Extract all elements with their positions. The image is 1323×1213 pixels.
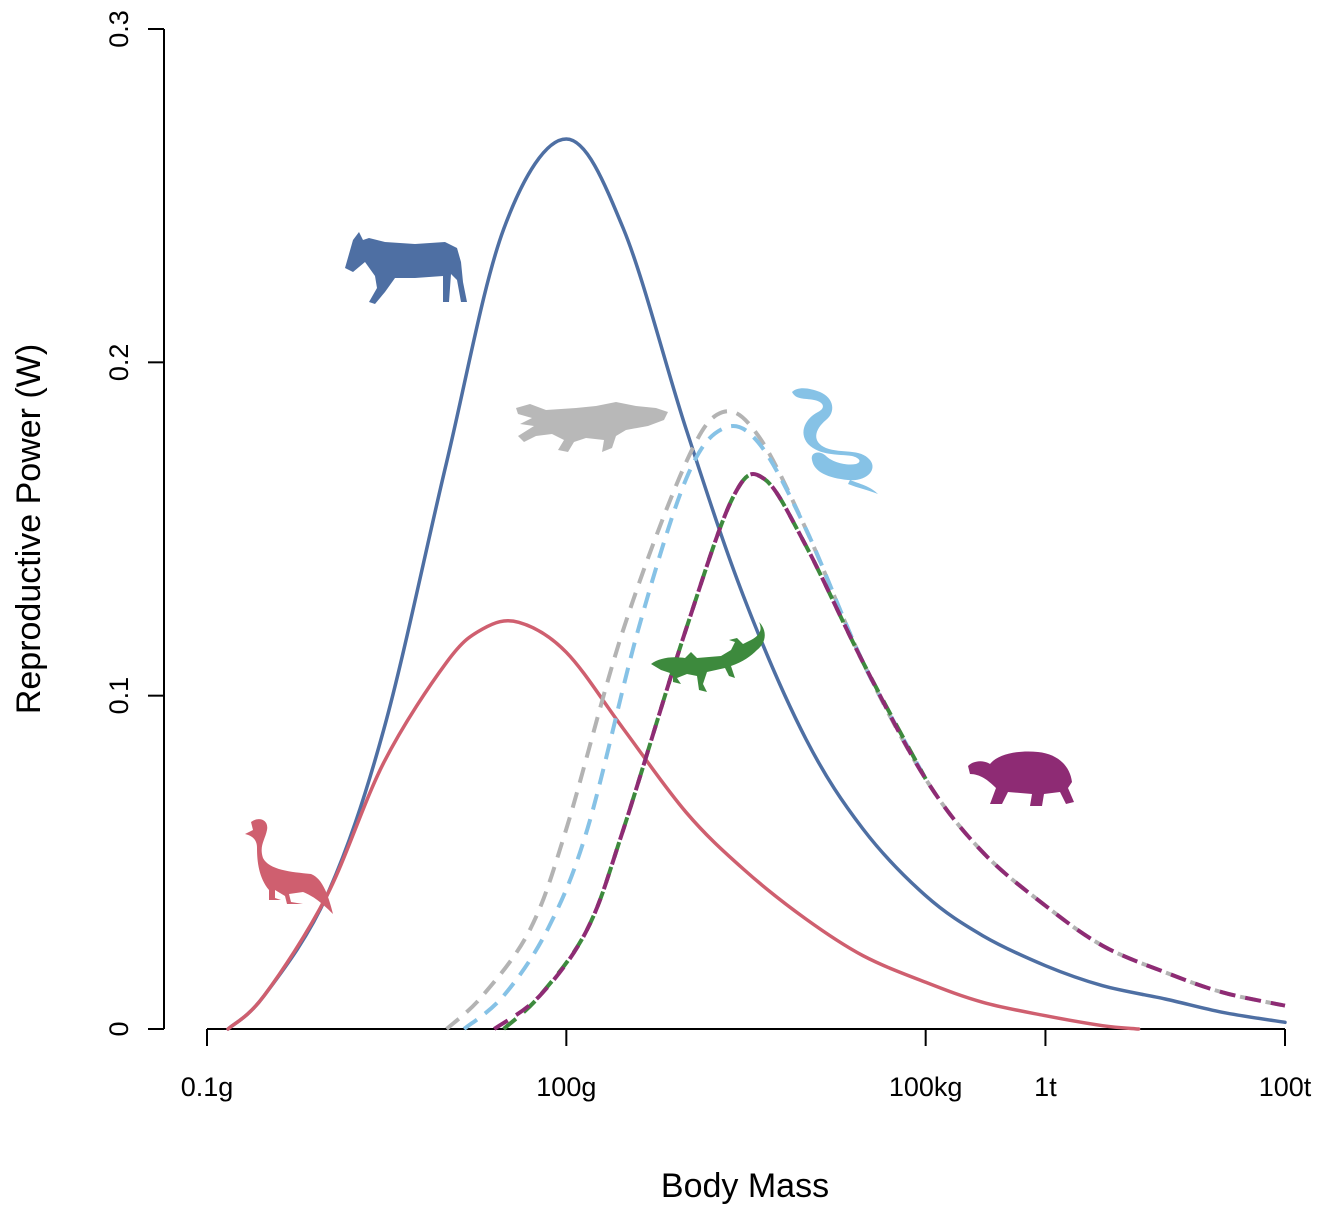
y-axis-label: Reproductive Power (W) (10, 344, 48, 714)
series-line-zebra (226, 137, 1287, 1031)
series-line-lizard (502, 472, 928, 1031)
x-axis-label: Body Mass (661, 1167, 829, 1205)
tortoise-silhouette-icon (968, 751, 1074, 806)
zebra-silhouette-icon (345, 232, 467, 304)
y-tick-label: 0.2 (104, 344, 134, 382)
y-ticks: 0 0.1 0.2 0.3 (104, 10, 164, 1037)
x-tick-label: 0.1g (181, 1072, 234, 1102)
x-tick-label: 100t (1259, 1072, 1312, 1102)
y-tick-label: 0 (104, 1021, 134, 1036)
series-line-snake (462, 424, 928, 1031)
crocodile-silhouette-icon (516, 402, 668, 452)
x-ticks: 0.1g 100g 100kg 1t 100t (181, 1029, 1312, 1102)
pigeon-silhouette-icon (245, 819, 333, 914)
series-layer (226, 137, 1287, 1031)
x-tick-label: 100kg (889, 1072, 963, 1102)
lizard-silhouette-icon (651, 622, 765, 692)
snake-silhouette-icon (792, 388, 878, 494)
y-tick-label: 0.1 (104, 677, 134, 715)
series-line-tortoise (493, 472, 1286, 1031)
series-line-pigeon (226, 619, 1141, 1031)
y-tick-label: 0.3 (104, 10, 134, 48)
x-tick-label: 100g (536, 1072, 596, 1102)
x-tick-label: 1t (1034, 1072, 1057, 1102)
series-line-crocodile (445, 409, 1286, 1031)
